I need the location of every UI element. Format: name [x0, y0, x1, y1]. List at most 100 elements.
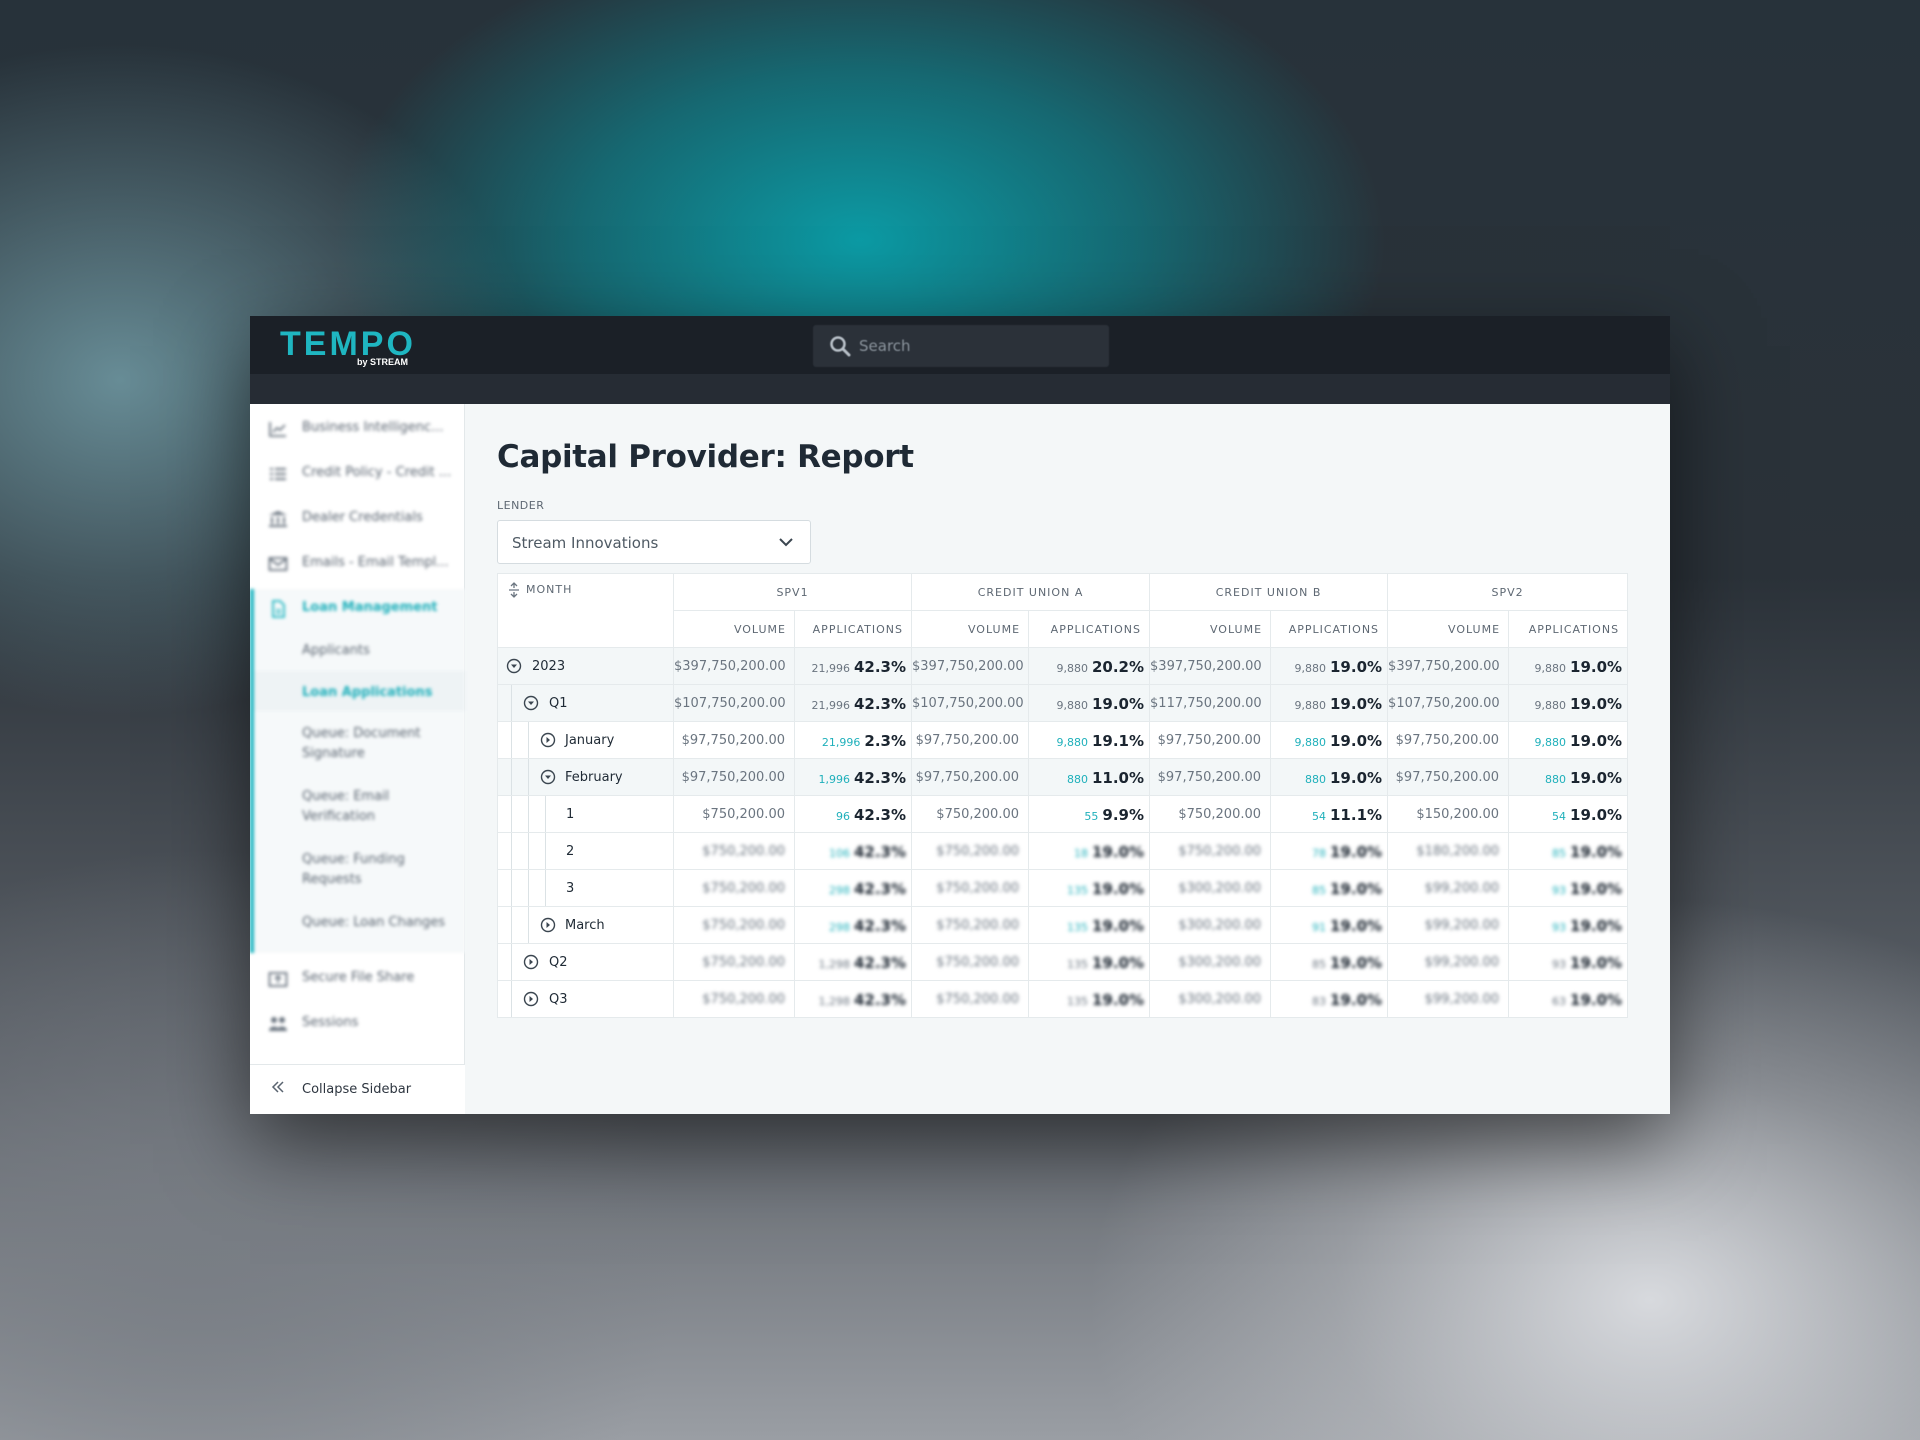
- table-row[interactable]: Q1 $107,750,200.00 21,996 42.3% $107,750,200…: [497, 684, 1629, 722]
- sidebar-item-label: Dealer Credentials: [302, 510, 423, 525]
- expand-toggle-icon[interactable]: [523, 991, 539, 1007]
- sidebar-subitem-queue-document-signature[interactable]: Queue: Document Signature: [302, 726, 421, 761]
- expand-toggle-icon[interactable]: [540, 732, 556, 748]
- sidebar-item-emails[interactable]: Emails - Email Templ...: [250, 549, 465, 579]
- list-icon: [270, 468, 286, 480]
- table-row[interactable]: 2023 $397,750,200.00 21,996 42.3% $397,750,2…: [497, 647, 1629, 685]
- month-cell: Q3: [497, 980, 674, 1018]
- sidebar-item-label: Secure File Share: [302, 970, 415, 985]
- application-percent: 42.3%: [853, 879, 907, 898]
- sidebar-subitem-queue-email-verification[interactable]: Queue: Email Verification: [302, 789, 390, 824]
- volume-cell: $750,200.00: [673, 795, 795, 833]
- group-header-spv2: SPV2: [1387, 573, 1629, 611]
- application-count: 9,880: [1294, 661, 1327, 675]
- month-column-header[interactable]: MONTH: [497, 573, 674, 648]
- month-label: Q3: [549, 992, 568, 1007]
- lender-select[interactable]: Stream Innovations: [497, 520, 811, 564]
- table-row[interactable]: Q2 $750,200.00 1,298 42.3% $750,200.00 135 19.…: [497, 943, 1629, 981]
- table-row[interactable]: March $750,200.00 298 42.3% $750,200.00 135 19…: [497, 906, 1629, 944]
- volume-cell: $97,750,200.00: [911, 721, 1030, 759]
- collapse-toggle-icon[interactable]: [540, 769, 556, 785]
- applications-header[interactable]: APPLICATIONS: [1270, 610, 1389, 648]
- applications-cell: 18 19.0%: [1028, 832, 1151, 870]
- sidebar-group-indicator: [250, 589, 254, 953]
- volume-header[interactable]: VOLUME: [911, 610, 1030, 648]
- volume-cell: $97,750,200.00: [1387, 758, 1510, 796]
- volume-cell: $97,750,200.00: [673, 721, 795, 759]
- month-label: 1: [566, 807, 575, 822]
- sidebar-item-secure-file-share[interactable]: Secure File Share: [250, 964, 465, 994]
- application-percent: 19.0%: [1570, 953, 1623, 972]
- tree-guide-line: [511, 907, 512, 943]
- tempo-logo[interactable]: TEMPO by STREAM: [280, 327, 416, 367]
- volume-header[interactable]: VOLUME: [1149, 610, 1272, 648]
- table-row[interactable]: Q3 $750,200.00 1,298 42.3% $750,200.00 135 19.…: [497, 980, 1629, 1018]
- main-content: Capital Provider: Report LENDER Stream I…: [465, 404, 1670, 1114]
- tree-guide-line: [528, 907, 529, 943]
- applications-cell: 135 19.0%: [1028, 869, 1151, 907]
- volume-cell: $750,200.00: [1149, 832, 1272, 870]
- sidebar-subitem-applicants[interactable]: Applicants: [302, 643, 370, 658]
- volume-header[interactable]: VOLUME: [1387, 610, 1510, 648]
- application-percent: 11.1%: [1330, 805, 1383, 824]
- applications-cell: 93 19.0%: [1508, 943, 1629, 981]
- tree-guide-line: [528, 722, 529, 758]
- collapse-sidebar-button[interactable]: Collapse Sidebar: [250, 1064, 465, 1114]
- applications-header[interactable]: APPLICATIONS: [793, 610, 913, 648]
- expand-toggle-icon[interactable]: [523, 954, 539, 970]
- tree-guide-line: [511, 796, 512, 832]
- applications-cell: 9,880 19.0%: [1270, 721, 1389, 759]
- applications-cell: 78 19.0%: [1270, 832, 1389, 870]
- sidebar-item-label: Emails - Email Templ...: [302, 555, 449, 570]
- table-row[interactable]: January $97,750,200.00 21,996 2.3% $97,750,2…: [497, 721, 1629, 759]
- applications-cell: 880 11.0%: [1028, 758, 1151, 796]
- application-count: 9,880: [1056, 661, 1088, 675]
- app-window: TEMPO by STREAM Business Intelligenc... …: [250, 316, 1670, 1114]
- application-count: 93: [1552, 957, 1567, 971]
- month-cell: March: [497, 906, 674, 944]
- month-label: Q2: [549, 955, 568, 970]
- applications-cell: 9,880 20.2%: [1028, 647, 1151, 685]
- applications-header[interactable]: APPLICATIONS: [1508, 610, 1629, 648]
- applications-header[interactable]: APPLICATIONS: [1028, 610, 1151, 648]
- application-percent: 2.3%: [864, 731, 907, 750]
- volume-cell: $300,200.00: [1149, 980, 1272, 1018]
- application-count: 1,996: [818, 772, 850, 786]
- applications-cell: 880 19.0%: [1508, 758, 1629, 796]
- application-count: 880: [1305, 772, 1326, 786]
- search-input[interactable]: [859, 335, 1089, 357]
- volume-cell: $300,200.00: [1149, 943, 1272, 981]
- table-row[interactable]: February $97,750,200.00 1,996 42.3% $97,750,…: [497, 758, 1629, 796]
- collapse-toggle-icon[interactable]: [506, 658, 522, 674]
- sidebar-subitem-queue-funding-requests[interactable]: Queue: Funding Requests: [302, 852, 405, 887]
- collapse-toggle-icon[interactable]: [523, 695, 539, 711]
- volume-cell: $99,200.00: [1387, 943, 1510, 981]
- application-count: 9,880: [1534, 661, 1567, 675]
- tree-guide-line: [528, 833, 529, 869]
- table-row[interactable]: 3 $750,200.00 298 42.3% $750,200.00 135 19.0% $…: [497, 869, 1629, 907]
- volume-cell: $300,200.00: [1149, 906, 1272, 944]
- month-cell: 2: [497, 832, 674, 870]
- table-row[interactable]: 2 $750,200.00 106 42.3% $750,200.00 18 19.0% $7…: [497, 832, 1629, 870]
- sidebar-item-sessions[interactable]: Sessions: [250, 1009, 465, 1039]
- volume-cell: $397,750,200.00: [911, 647, 1030, 685]
- application-percent: 42.3%: [853, 953, 907, 972]
- application-percent: 11.0%: [1091, 768, 1145, 787]
- table-row[interactable]: 1 $750,200.00 96 42.3% $750,200.00 55 9.9% $750…: [497, 795, 1629, 833]
- sidebar-item-dealer-credentials[interactable]: Dealer Credentials: [250, 504, 465, 534]
- search-box[interactable]: [813, 325, 1109, 367]
- expand-toggle-icon[interactable]: [540, 917, 556, 933]
- page-title: Capital Provider: Report: [497, 439, 914, 475]
- application-percent: 19.0%: [1091, 879, 1145, 898]
- sidebar-subitem-queue-loan-changes[interactable]: Queue: Loan Changes: [302, 915, 446, 930]
- sidebar-item-credit-policy[interactable]: Credit Policy - Credit ...: [250, 459, 465, 489]
- application-count: 9,880: [1056, 735, 1088, 749]
- sidebar-subitem-loan-applications[interactable]: Loan Applications: [302, 685, 433, 700]
- month-cell: Q1: [497, 684, 674, 722]
- volume-header[interactable]: VOLUME: [673, 610, 795, 648]
- application-count: 9,880: [1534, 735, 1567, 749]
- sidebar-item-business-intelligence[interactable]: Business Intelligenc...: [250, 414, 465, 444]
- sidebar-item-loan-management[interactable]: Loan Management: [250, 594, 465, 624]
- application-count: 83: [1312, 994, 1326, 1008]
- chevrons-left-icon: [271, 1081, 284, 1093]
